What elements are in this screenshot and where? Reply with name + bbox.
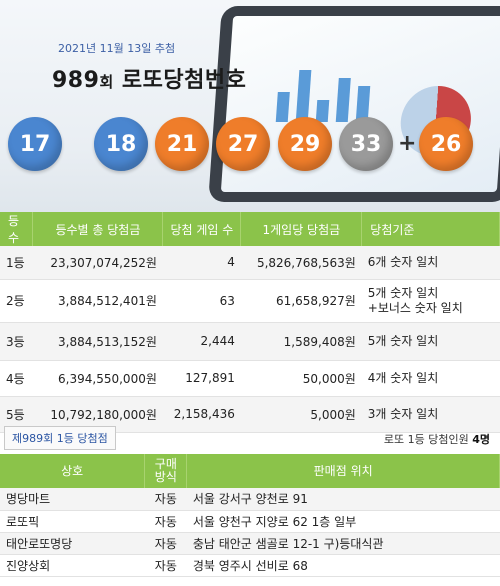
table-row: 태안로또명당 자동 충남 태안군 샘골로 12-1 구)등대식관 [0,532,500,555]
purchase-method-cell: 자동 [144,510,187,533]
table-row: 명당마트 자동 서울 강서구 양천로 91 [0,488,500,511]
winners-bar: 제989회 1등 당첨점 로또 1등 당첨인원 4명 [0,420,500,454]
lotto-ball-4: 27 [216,117,270,171]
store-table-header: 상호 구매 방식 판매점 위치 [0,454,500,488]
prize-table: 등수 등수별 총 당첨금 당첨 게임 수 1게임당 당첨금 당첨기준 1등 23… [0,212,500,433]
table-row: 4등 6,394,550,000원 127,891 50,000원 4개 숫자 … [0,360,500,397]
header-store-location: 판매점 위치 [186,454,500,488]
header-purchase-method: 구매 방식 [144,454,188,488]
store-name-cell: 명당마트 [0,488,145,511]
winning-games-cell: 2,158,436 [162,396,241,433]
prize-per-game-cell: 61,658,927원 [240,279,362,323]
store-name-cell: 진양상회 [0,554,145,577]
header-prize-per-game: 1게임당 당첨금 [240,212,363,246]
plus-sign: + [398,131,417,156]
criteria-cell: 3개 숫자 일치 [361,396,500,433]
total-prize-cell: 3,884,513,152원 [32,322,163,361]
chart-bar-decor [275,92,290,122]
store-location-cell: 서울 양천구 지양로 62 1층 일부 [186,510,500,533]
store-name-cell: 로또픽 [0,510,145,533]
lotto-ball-1: 17 [8,117,62,171]
page-title: 989회 로또당첨번호 [52,62,246,94]
criteria-bonus-text: +보너스 숫자 일치 [367,300,463,315]
prize-per-game-cell: 5,826,768,563원 [240,246,362,280]
header-total-prize: 등수별 총 당첨금 [32,212,164,246]
purchase-method-cell: 자동 [144,554,187,577]
winning-games-cell: 4 [162,246,241,280]
rank-cell: 2등 [0,279,33,323]
criteria-text: 4개 숫자 일치 [367,370,439,385]
table-row: 1등 23,307,074,252원 4 5,826,768,563원 6개 숫… [0,246,500,280]
chart-bar-decor [295,70,312,122]
bonus-ball: 26 [419,117,473,171]
lotto-ball-6: 33 [339,117,393,171]
store-table: 상호 구매 방식 판매점 위치 명당마트 자동 서울 강서구 양천로 91 로또… [0,454,500,577]
criteria-text: 5개 숫자 일치 [367,285,439,300]
draw-date: 2021년 11월 13일 추첨 [58,42,176,55]
title-text: 로또당첨번호 [113,68,247,93]
prize-per-game-cell: 1,589,408원 [240,322,362,361]
store-location-cell: 서울 강서구 양천로 91 [186,488,500,511]
table-row: 로또픽 자동 서울 양천구 지양로 62 1층 일부 [0,510,500,533]
winner-count-label: 로또 1등 당첨인원 [383,433,473,446]
hero-banner: 2021년 11월 13일 추첨 989회 로또당첨번호 17 18 21 27… [0,0,500,212]
header-purchase-line1: 구매 [154,457,177,471]
round-suffix: 회 [99,73,114,91]
total-prize-cell: 3,884,512,401원 [32,279,163,323]
table-row: 진양상회 자동 경북 영주시 선비로 68 [0,554,500,577]
total-prize-cell: 6,394,550,000원 [32,360,163,397]
winning-games-cell: 2,444 [162,322,241,361]
winning-games-cell: 127,891 [162,360,241,397]
criteria-text: 3개 숫자 일치 [367,406,439,421]
tablet-illustration [208,6,500,202]
criteria-text: 6개 숫자 일치 [367,254,439,269]
rank-cell: 1등 [0,246,33,280]
table-row: 3등 3,884,513,152원 2,444 1,589,408원 5개 숫자… [0,322,500,361]
purchase-method-cell: 자동 [144,532,187,555]
header-criteria: 당첨기준 [361,212,500,246]
winner-count-value: 4명 [472,433,490,446]
lotto-ball-3: 21 [155,117,209,171]
round-number: 989 [52,68,100,93]
lotto-ball-2: 18 [94,117,148,171]
header-winning-games: 당첨 게임 수 [162,212,242,246]
prize-per-game-cell: 5,000원 [240,396,362,433]
first-prize-winner-count: 로또 1등 당첨인원 4명 [384,431,490,447]
prize-per-game-cell: 50,000원 [240,360,362,397]
purchase-method-cell: 자동 [144,488,187,511]
store-location-cell: 충남 태안군 샘골로 12-1 구)등대식관 [186,532,500,555]
criteria-text: 5개 숫자 일치 [367,333,439,348]
criteria-cell: 4개 숫자 일치 [361,360,500,397]
header-rank: 등수 [0,212,34,246]
winning-games-cell: 63 [162,279,241,323]
chart-bar-decor [315,100,330,122]
store-location-cell: 경북 영주시 선비로 68 [186,554,500,577]
header-purchase-line2: 방식 [154,470,177,484]
total-prize-cell: 23,307,074,252원 [32,246,163,280]
criteria-cell: 5개 숫자 일치 +보너스 숫자 일치 [361,279,500,323]
table-row: 2등 3,884,512,401원 63 61,658,927원 5개 숫자 일… [0,279,500,323]
header-store-name: 상호 [0,454,146,488]
rank-cell: 4등 [0,360,33,397]
prize-table-header: 등수 등수별 총 당첨금 당첨 게임 수 1게임당 당첨금 당첨기준 [0,212,500,246]
criteria-cell: 6개 숫자 일치 [361,246,500,280]
first-prize-stores-tab[interactable]: 제989회 1등 당첨점 [4,426,116,450]
lotto-ball-5: 29 [278,117,332,171]
rank-cell: 3등 [0,322,33,361]
chart-bar-decor [335,78,351,122]
criteria-cell: 5개 숫자 일치 [361,322,500,361]
store-name-cell: 태안로또명당 [0,532,145,555]
